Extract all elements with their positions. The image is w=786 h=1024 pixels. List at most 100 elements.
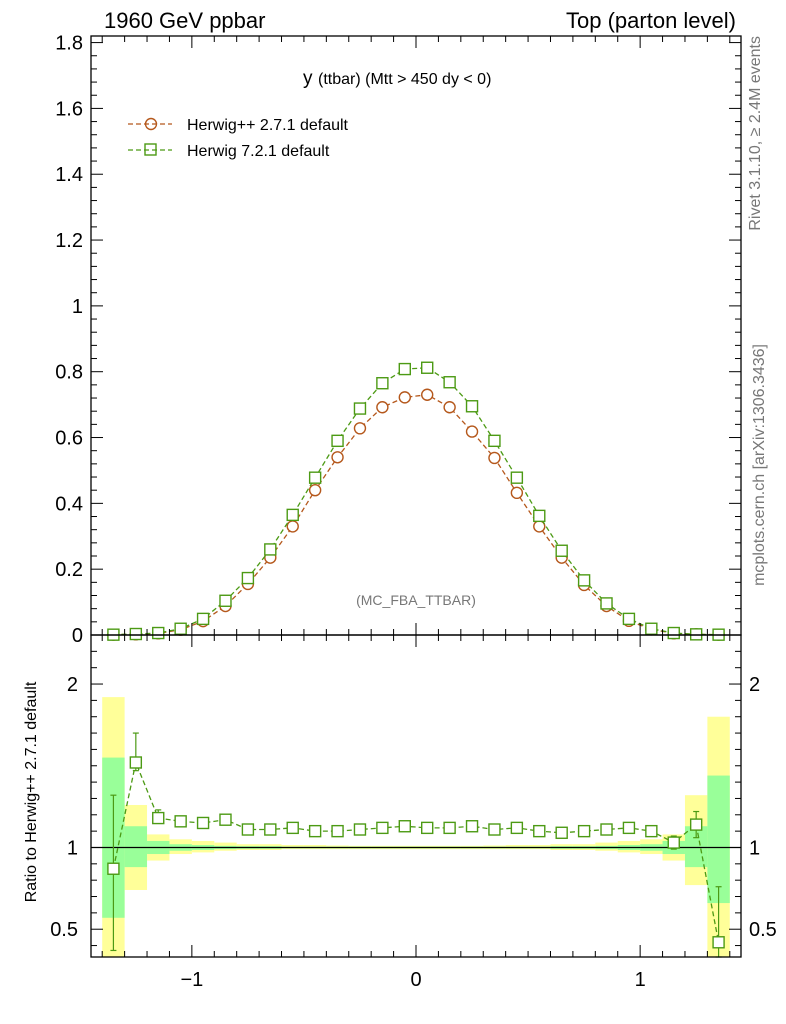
band-green — [707, 775, 730, 904]
data-point-herwig7 — [689, 628, 703, 641]
ratio-data-point — [174, 815, 187, 828]
main-y-tick-label: 1 — [72, 296, 83, 318]
data-point-herwigpp — [286, 520, 299, 533]
legend-label-herwig7: Herwig 7.2.1 default — [187, 143, 330, 160]
data-point-herwig7 — [398, 362, 411, 376]
ratio-panel — [91, 732, 741, 958]
data-point-herwigpp — [376, 401, 389, 414]
series-line-1 — [113, 367, 719, 636]
ratio-series-line — [112, 760, 720, 943]
ratio-data-point — [331, 824, 344, 838]
data-point-herwigpp — [465, 425, 479, 438]
data-point-herwig7 — [286, 508, 299, 522]
data-point-herwig7 — [308, 471, 322, 484]
legend-label-herwigpp: Herwig++ 2.7.1 default — [187, 117, 349, 134]
ratio-data-point — [398, 820, 411, 833]
x-tick-label: 1 — [635, 969, 646, 991]
data-point-herwigpp — [510, 486, 524, 500]
ratio-data-point — [196, 816, 210, 830]
ratio-data-point — [645, 824, 658, 838]
main-y-tick-label: 0.6 — [55, 428, 83, 450]
plot-title-main: y — [303, 68, 313, 89]
mcplots-label: mcplots.cern.ch [arXiv:1306.3436] — [751, 344, 768, 586]
data-point-herwigpp — [488, 451, 501, 465]
series-line-0 — [113, 394, 719, 636]
data-point-herwigpp — [398, 391, 411, 404]
data-point-herwig7 — [196, 612, 210, 626]
plot-title-rest: (ttbar) (Mtt > 450 dy < 0) — [318, 71, 491, 88]
data-point-herwig7 — [645, 622, 658, 635]
x-tick-label: −1 — [180, 969, 203, 991]
main-y-tick-label: 0.4 — [55, 493, 83, 515]
data-point-herwigpp — [443, 401, 456, 414]
data-point-herwigpp — [331, 451, 344, 464]
main-panel — [107, 361, 725, 641]
ratio-data-point — [443, 821, 456, 835]
main-y-tick-label: 1.8 — [55, 33, 83, 55]
ratio-frame — [90, 634, 742, 958]
data-point-herwig7 — [152, 626, 165, 640]
main-y-tick-label: 1.6 — [55, 98, 83, 120]
ratio-data-point — [353, 823, 367, 836]
ratio-y-tick-label-right: 0.5 — [749, 919, 777, 941]
ratio-data-point — [667, 836, 680, 849]
main-y-tick-label: 0 — [72, 625, 83, 647]
ratio-data-point — [152, 811, 165, 825]
ratio-data-point — [622, 821, 636, 835]
main-y-ticks: 0 0.2 0.4 0.6 0.8 1 1.2 1.4 1.6 1.8 — [55, 33, 741, 647]
ratio-data-point — [241, 823, 255, 836]
data-point-herwig7 — [600, 597, 613, 610]
legend: Herwig++ 2.7.1 default Herwig 7.2.1 defa… — [128, 117, 349, 160]
band-green — [124, 826, 148, 868]
data-point-herwig7 — [533, 509, 546, 523]
data-point-herwig7 — [443, 376, 456, 389]
ratio-data-point — [533, 824, 546, 838]
ratio-data-point — [600, 823, 613, 836]
ratio-y-axis-label: Ratio to Herwig++ 2.7.1 default — [23, 681, 40, 902]
ratio-y-tick-label-left: 0.5 — [50, 919, 78, 941]
data-point-herwig7 — [241, 571, 255, 585]
legend-marker-herwig7 — [144, 143, 157, 156]
ratio-data-point — [129, 756, 143, 769]
data-point-herwig7 — [353, 402, 367, 415]
ratio-y-tick-label-left: 1 — [67, 837, 78, 859]
data-point-herwigpp — [353, 422, 367, 435]
data-point-herwig7 — [331, 434, 344, 448]
data-point-herwigpp — [308, 483, 322, 497]
data-point-herwig7 — [219, 594, 232, 607]
ratio-data-point — [376, 821, 389, 835]
ratio-data-point — [689, 818, 703, 831]
data-point-herwig7 — [667, 626, 680, 640]
main-y-tick-label: 1.2 — [55, 230, 83, 252]
data-point-herwig7 — [510, 471, 524, 484]
header-left: 1960 GeV ppbar — [104, 8, 265, 33]
ratio-data-point — [555, 826, 568, 839]
ratio-data-point — [577, 824, 591, 838]
ratio-uncertainty-bands — [102, 697, 730, 957]
data-point-herwig7 — [376, 377, 389, 390]
rivet-label: Rivet 3.1.10, ≥ 2.4M events — [747, 36, 764, 231]
data-point-herwig7 — [465, 400, 479, 413]
ratio-data-point — [286, 821, 299, 835]
ratio-y-tick-label-right: 1 — [749, 837, 760, 859]
ratio-data-point — [421, 821, 434, 835]
data-point-herwig7 — [421, 361, 434, 374]
data-point-herwig7 — [577, 574, 591, 587]
data-point-herwig7 — [555, 544, 568, 557]
header-right: Top (parton level) — [566, 8, 736, 33]
ratio-data-point — [264, 823, 277, 836]
main-y-tick-label: 1.4 — [55, 164, 83, 186]
watermark-label: (MC_FBA_TTBAR) — [356, 592, 476, 608]
data-point-herwig7 — [622, 612, 636, 626]
data-point-herwig7 — [174, 622, 187, 635]
ratio-y-tick-label-left: 2 — [67, 674, 78, 696]
ratio-data-point — [488, 823, 501, 836]
data-point-herwig7 — [488, 434, 501, 448]
legend-marker-herwigpp — [144, 117, 158, 131]
ratio-y-tick-label-right: 2 — [749, 674, 760, 696]
x-tick-label: 0 — [410, 969, 421, 991]
ratio-data-point — [712, 936, 725, 949]
data-point-herwig7 — [129, 627, 143, 641]
main-y-tick-label: 0.2 — [55, 559, 83, 581]
